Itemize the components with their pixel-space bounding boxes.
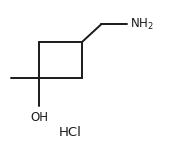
Text: NH$_2$: NH$_2$ [130,17,154,32]
Text: OH: OH [30,111,48,124]
Text: HCl: HCl [59,126,82,139]
